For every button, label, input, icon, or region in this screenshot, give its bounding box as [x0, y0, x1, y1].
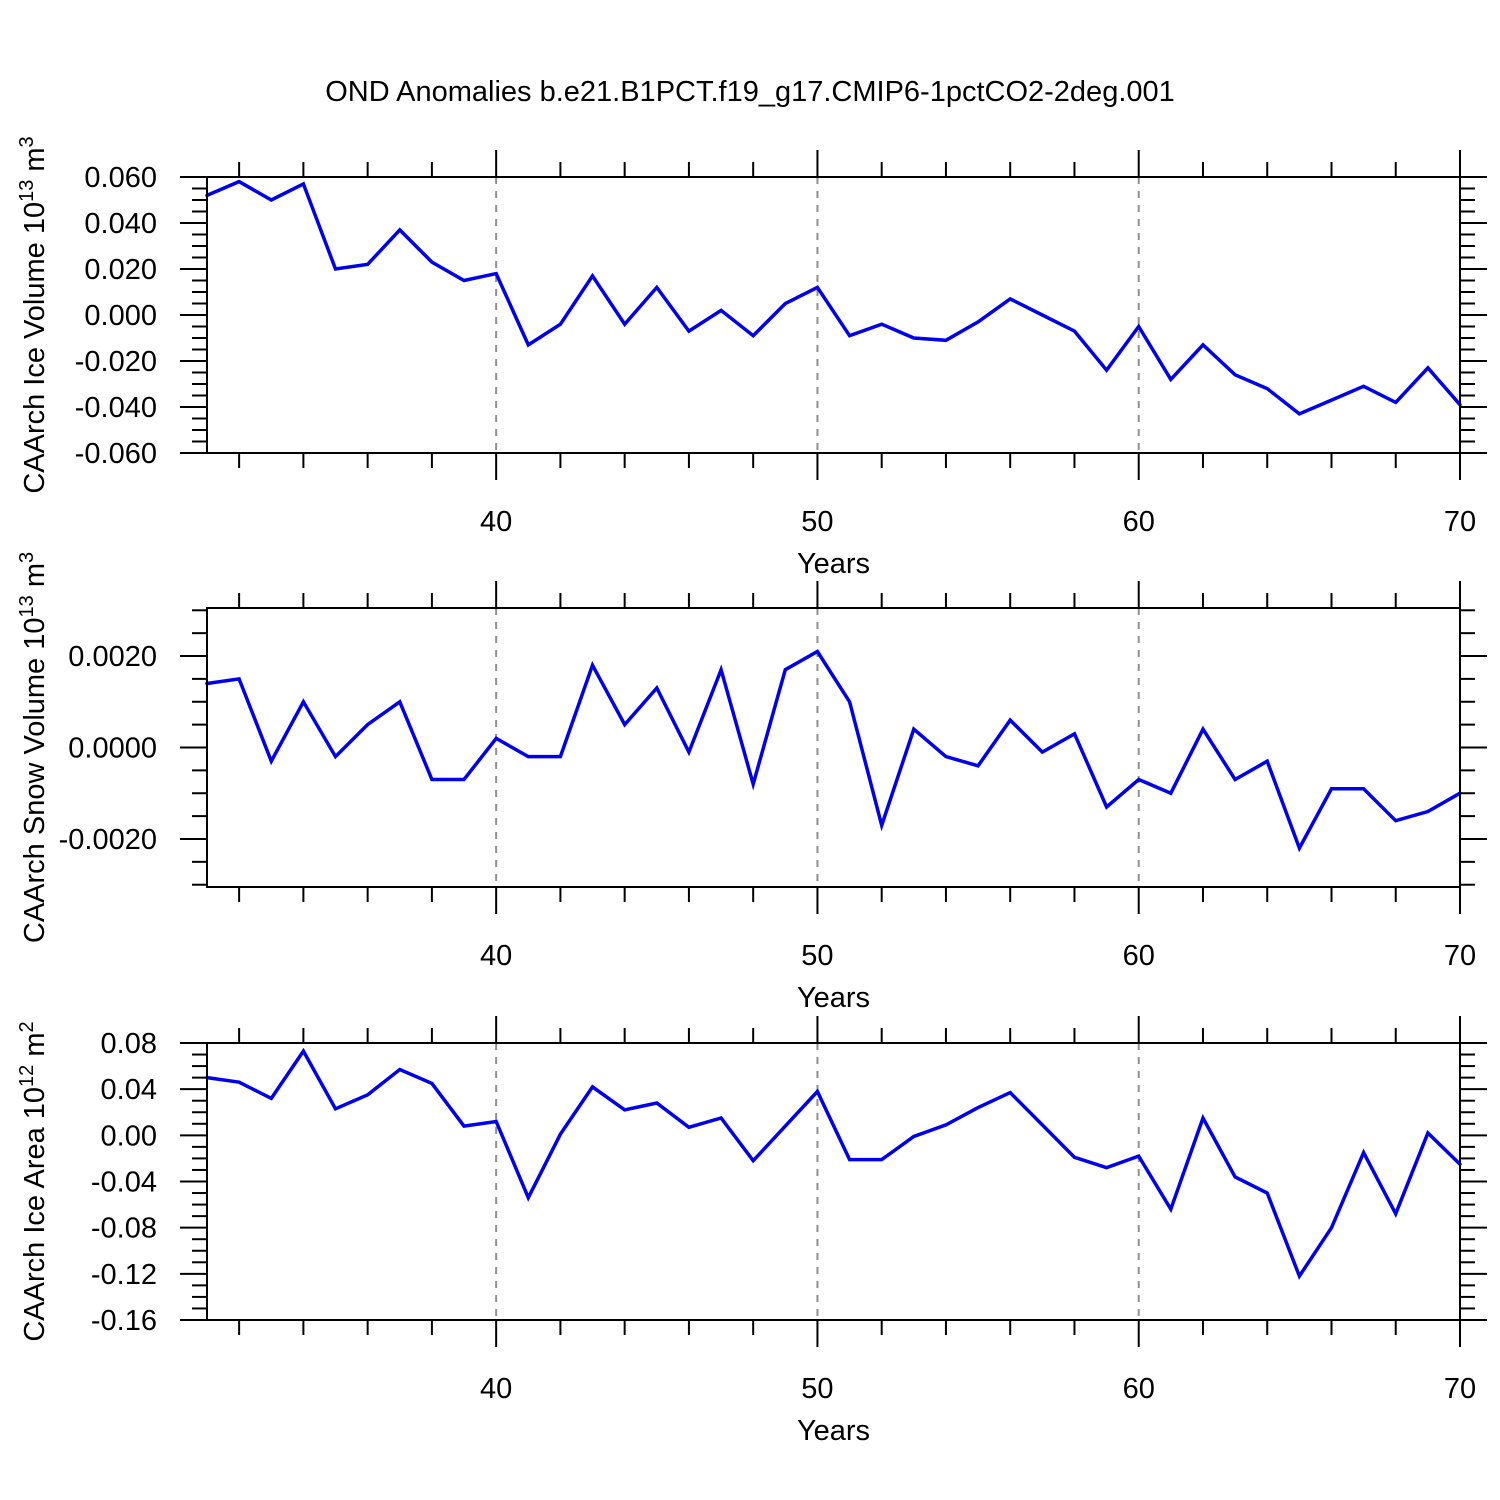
y-tick-label: 0.020: [84, 254, 157, 286]
y-tick-label: -0.0020: [59, 824, 157, 856]
x-tick-label: 50: [801, 506, 833, 538]
x-tick-label: 60: [1123, 506, 1155, 538]
chart-title: OND Anomalies b.e21.B1PCT.f19_g17.CMIP6-…: [325, 76, 1175, 108]
y-tick-label: -0.08: [91, 1213, 157, 1245]
plot-box: [206, 176, 1461, 454]
data-line-ice-volume: [205, 179, 1462, 416]
y-tick-label: 0.060: [84, 162, 157, 194]
x-tick-label: 50: [801, 940, 833, 972]
x-tick-label: 60: [1123, 1373, 1155, 1405]
x-axis-title: Years: [797, 548, 870, 580]
y-tick-label: -0.16: [91, 1305, 157, 1337]
x-tick-label: 70: [1444, 1373, 1476, 1405]
chart-panel-ice-area: 0.08 0.04 0.00 -0.04 -0.08 -0.12 -0.16 40 50 60 70…: [16, 1016, 1487, 1447]
y-tick-label: -0.040: [75, 392, 157, 424]
y-tick-label: 0.00: [101, 1120, 157, 1152]
x-tick-label: 70: [1444, 940, 1476, 972]
y-axis-title: CAArch Snow Volume 1013 m3: [16, 552, 51, 943]
x-tick-label: 50: [801, 1373, 833, 1405]
x-tick-label: 40: [480, 506, 512, 538]
y-tick-label: -0.04: [91, 1167, 157, 1199]
x-tick-label: 70: [1444, 506, 1476, 538]
data-line-ice-area: [205, 1047, 1462, 1280]
y-tick-label: 0.04: [101, 1074, 157, 1106]
x-axis-title: Years: [797, 1415, 870, 1447]
chart-panel-snow-volume: 0.0020 0.0000 -0.0020 40 50 60 70 Years CAArch S…: [16, 552, 1487, 1014]
y-tick-label: 0.040: [84, 208, 157, 240]
y-tick-label: 0.000: [84, 300, 157, 332]
chart-panel-ice-volume: 0.060 0.040 0.020 0.000 -0.020 -0.040 -0.060 40…: [16, 136, 1487, 580]
x-axis-title: Years: [797, 982, 870, 1014]
x-tick-label: 40: [480, 940, 512, 972]
y-tick-label: -0.060: [75, 438, 157, 470]
y-axis-title: CAArch Ice Volume 1013 m3: [16, 136, 51, 493]
data-line-snow-volume: [205, 649, 1462, 853]
y-tick-label: -0.020: [75, 346, 157, 378]
y-axis-title: CAArch Ice Area 1012 m2: [16, 1021, 51, 1341]
y-tick-label: 0.08: [101, 1028, 157, 1060]
x-tick-label: 60: [1123, 940, 1155, 972]
y-tick-label: 0.0020: [68, 641, 157, 673]
x-tick-label: 40: [480, 1373, 512, 1405]
plot-box: [206, 607, 1461, 888]
y-tick-label: -0.12: [91, 1259, 157, 1291]
plot-box: [206, 1042, 1461, 1321]
y-tick-label: 0.0000: [68, 733, 157, 765]
